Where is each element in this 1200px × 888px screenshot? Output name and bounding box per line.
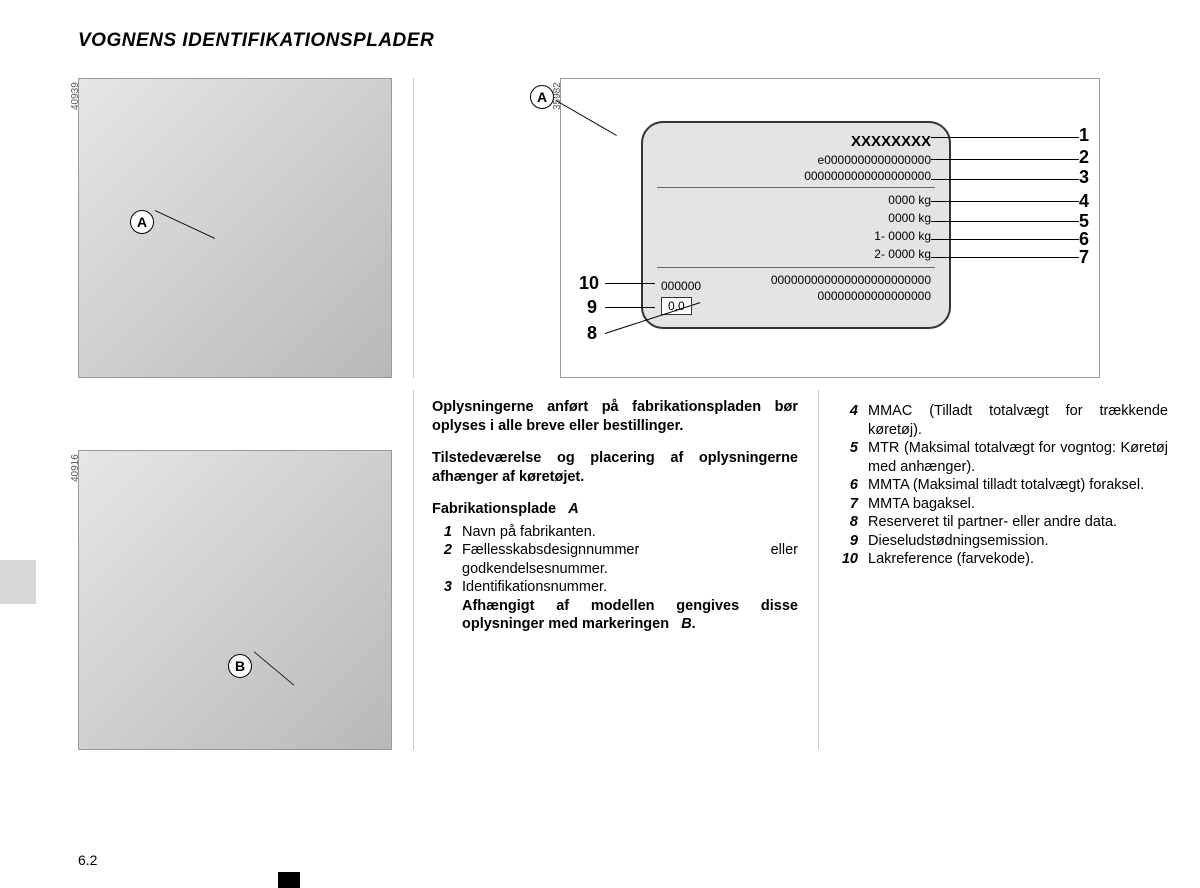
number-label: 10 — [579, 273, 599, 294]
intro-paragraph: Oplysningerne anført på fabrikationsplad… — [432, 398, 798, 435]
list-item: 7MMTA bagaksel. — [838, 495, 1168, 514]
number-label: 7 — [1079, 247, 1089, 268]
text-column-right: 4MMAC (Tilladt totalvægt for trækkende k… — [838, 398, 1168, 569]
list-item: 1 Navn på fabrikanten. — [432, 523, 798, 542]
plate-line: e0000000000000000 — [818, 153, 931, 167]
divider — [818, 390, 819, 750]
plate-line: XXXXXXXX — [851, 133, 931, 150]
number-label: 2 — [1079, 147, 1089, 168]
plate-line: 000000000000000000000000 — [771, 273, 931, 287]
list-item: 8Reserveret til partner- eller andre dat… — [838, 513, 1168, 532]
divider — [413, 390, 414, 750]
list-item: 4MMAC (Tilladt totalvægt for trækkende k… — [838, 402, 1168, 439]
plate-line: 2- 0000 kg — [874, 247, 931, 261]
number-label: 4 — [1079, 191, 1089, 212]
leader-line — [605, 283, 655, 284]
list-item-note: Afhængigt af modellen gengives disse opl… — [432, 597, 798, 634]
plate-separator — [657, 187, 935, 188]
vehicle-door-image — [78, 78, 392, 378]
number-label: 1 — [1079, 125, 1089, 146]
leader-line — [931, 239, 1079, 240]
list-item: 9Dieseludstødningsemission. — [838, 532, 1168, 551]
callout-b-icon: B — [228, 654, 252, 678]
list-item: 5MTR (Maksimal totalvægt for vogntog: Kø… — [838, 439, 1168, 476]
leader-line — [931, 257, 1079, 258]
plate-diagram: XXXXXXXX e0000000000000000 0000000000000… — [560, 78, 1100, 378]
plate-line: 0000000000000000000 — [804, 169, 931, 183]
leader-line — [931, 179, 1079, 180]
image-code: 40939 — [70, 82, 81, 110]
number-label: 9 — [587, 297, 597, 318]
list-item: 10Lakreference (farvekode). — [838, 550, 1168, 569]
leader-line — [605, 307, 655, 308]
bottom-mark — [278, 872, 300, 888]
list-item: 2 Fællesskabsdesignnummer eller godkende… — [432, 541, 798, 578]
text-column-middle: Oplysningerne anført på fabrikationsplad… — [432, 398, 798, 634]
page-tab — [0, 560, 36, 604]
callout-a-icon: A — [530, 85, 554, 109]
callout-a-icon: A — [130, 210, 154, 234]
number-label: 3 — [1079, 167, 1089, 188]
intro-paragraph: Tilstedeværelse og placering af oplysnin… — [432, 449, 798, 486]
divider — [413, 78, 414, 378]
definition-list: 4MMAC (Tilladt totalvægt for trækkende k… — [838, 402, 1168, 569]
list-item: 3 Identifikationsnummer. — [432, 578, 798, 597]
plate-separator — [657, 267, 935, 268]
definition-list: 1 Navn på fabrikanten. 2 Fællesskabsdesi… — [432, 523, 798, 634]
image-code: 40916 — [70, 454, 81, 482]
page-title: VOGNENS IDENTIFIKATIONSPLADER — [78, 30, 434, 52]
plate-line: 1- 0000 kg — [874, 229, 931, 243]
number-label: 8 — [587, 323, 597, 344]
identification-plate: XXXXXXXX e0000000000000000 0000000000000… — [641, 121, 951, 329]
vehicle-windshield-image — [78, 450, 392, 750]
plate-line: 0000 kg — [888, 211, 931, 225]
leader-line — [931, 159, 1079, 160]
leader-line — [931, 221, 1079, 222]
plate-line: 0000 kg — [888, 193, 931, 207]
leader-line — [931, 201, 1079, 202]
page-number: 6.2 — [78, 852, 97, 868]
plate-line: 000000 — [661, 279, 701, 293]
list-item: 6MMTA (Maksimal tilladt totalvægt) forak… — [838, 476, 1168, 495]
plate-line: 00000000000000000 — [818, 289, 931, 303]
leader-line — [931, 137, 1079, 138]
section-heading: Fabrikationsplade A — [432, 500, 798, 519]
